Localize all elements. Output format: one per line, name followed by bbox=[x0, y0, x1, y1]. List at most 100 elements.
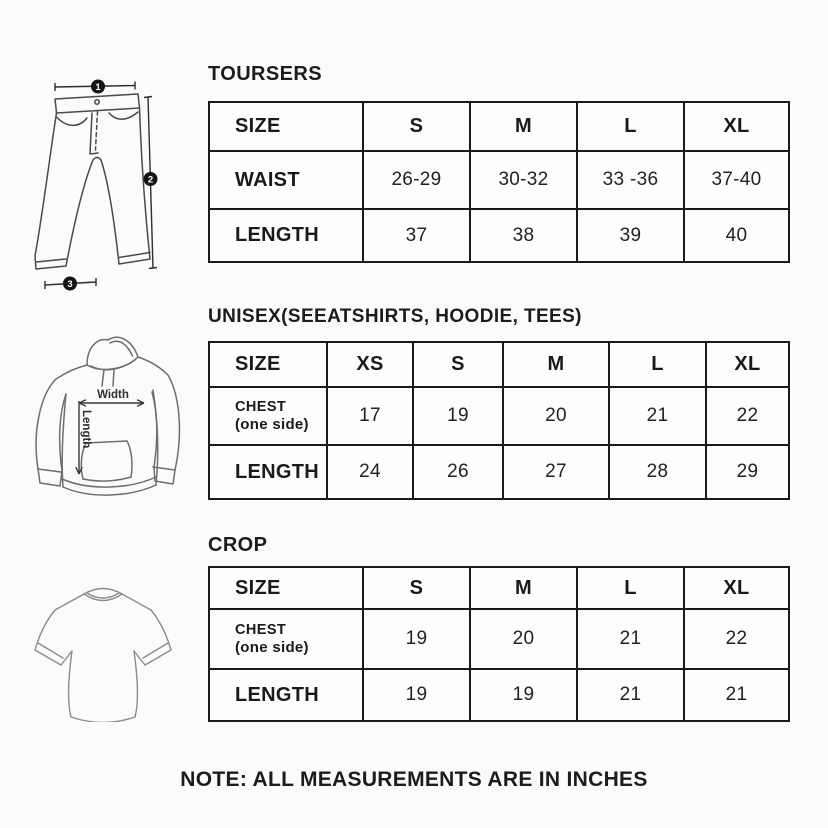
crop-length-row: LENGTH 19 19 21 21 bbox=[208, 668, 790, 722]
row-label-chest: CHEST (one side) bbox=[208, 608, 364, 670]
sleeve-left bbox=[35, 378, 67, 487]
value-cell: 19 bbox=[412, 386, 504, 446]
hoodie-drawing-icon: Width Length bbox=[35, 336, 181, 496]
width-dimension-label: Width bbox=[97, 389, 129, 401]
value-cell: 21 bbox=[576, 668, 685, 722]
length-dimension-arrow bbox=[75, 401, 83, 475]
hem-band-line bbox=[61, 476, 157, 488]
trousers-left-hem bbox=[35, 258, 67, 263]
body-left bbox=[67, 650, 73, 718]
header-cell-xl: XL bbox=[705, 341, 790, 388]
value-cell: 21 bbox=[608, 386, 707, 446]
header-cell-m: M bbox=[469, 566, 578, 610]
hood-right bbox=[107, 336, 139, 358]
trousers-drawing-icon: 1 2 3 bbox=[34, 79, 158, 291]
row-label-length: LENGTH bbox=[208, 668, 364, 722]
trousers-header-row: SIZE S M L XL bbox=[208, 101, 790, 152]
header-cell-s: S bbox=[362, 101, 471, 152]
collar-back bbox=[83, 587, 123, 595]
value-cell: 26-29 bbox=[362, 150, 471, 210]
body-bottom bbox=[62, 484, 157, 496]
header-cell-xs: XS bbox=[326, 341, 414, 388]
drawstring-left bbox=[101, 369, 105, 387]
unisex-chest-row: CHEST (one side) 17 19 20 21 22 bbox=[208, 386, 790, 446]
value-cell: 26 bbox=[412, 444, 504, 500]
measurements-note: NOTE: ALL MEASUREMENTS ARE IN INCHES bbox=[180, 768, 648, 791]
shoulder-left bbox=[54, 593, 85, 611]
trousers-waist-row: WAIST 26-29 30-32 33 -36 37-40 bbox=[208, 150, 790, 210]
value-cell: 24 bbox=[326, 444, 414, 500]
collar-inner bbox=[86, 592, 120, 599]
value-cell: 38 bbox=[469, 208, 578, 263]
value-cell: 19 bbox=[469, 668, 578, 722]
value-cell: 19 bbox=[362, 668, 471, 722]
hood-left bbox=[86, 338, 109, 366]
row-label-length: LENGTH bbox=[208, 208, 364, 263]
drawstring-right bbox=[112, 369, 115, 387]
hood-collar-inner bbox=[90, 359, 136, 371]
value-cell: 37-40 bbox=[683, 150, 790, 210]
unisex-size-table: SIZE XS S M L XL CHEST (one side) 17 19 … bbox=[208, 341, 790, 500]
sleeve-left bbox=[34, 609, 73, 666]
unisex-header-row: SIZE XS S M L XL bbox=[208, 341, 790, 388]
header-cell-s: S bbox=[412, 341, 504, 388]
value-cell: 27 bbox=[502, 444, 610, 500]
pocket-right bbox=[126, 440, 133, 478]
body-right bbox=[152, 389, 159, 486]
trousers-right-pocket bbox=[108, 111, 139, 120]
chest-label: CHEST bbox=[235, 398, 287, 415]
cuff-line-left bbox=[37, 468, 62, 473]
marker-3-label: 3 bbox=[67, 279, 72, 290]
header-cell-size: SIZE bbox=[208, 341, 328, 388]
pocket-left bbox=[80, 442, 87, 480]
sleeve-cuff-right bbox=[142, 642, 169, 659]
value-cell: 29 bbox=[705, 444, 790, 500]
width-dimension-arrow bbox=[78, 399, 145, 407]
trousers-outline bbox=[34, 107, 151, 270]
value-cell: 17 bbox=[326, 386, 414, 446]
chest-sublabel: (one side) bbox=[235, 415, 309, 433]
header-cell-xl: XL bbox=[683, 101, 790, 152]
header-cell-m: M bbox=[469, 101, 578, 152]
value-cell: 21 bbox=[683, 668, 790, 722]
crop-header-row: SIZE S M L XL bbox=[208, 566, 790, 610]
value-cell: 28 bbox=[608, 444, 707, 500]
header-cell-size: SIZE bbox=[208, 101, 364, 152]
trousers-left-pocket bbox=[55, 116, 88, 127]
trousers-size-table: SIZE S M L XL WAIST 26-29 30-32 33 -36 3… bbox=[208, 101, 790, 263]
value-cell: 20 bbox=[502, 386, 610, 446]
body-right bbox=[133, 650, 139, 718]
value-cell: 19 bbox=[362, 608, 471, 670]
marker-1-circle bbox=[91, 79, 105, 94]
hood-inner bbox=[109, 340, 134, 357]
trousers-fly-line bbox=[89, 112, 99, 155]
value-cell: 21 bbox=[576, 608, 685, 670]
crop-tee-drawing-icon bbox=[34, 587, 172, 722]
body-hem bbox=[70, 716, 136, 722]
value-cell: 30-32 bbox=[469, 150, 578, 210]
header-cell-xl: XL bbox=[683, 566, 790, 610]
header-cell-size: SIZE bbox=[208, 566, 364, 610]
row-label-chest: CHEST (one side) bbox=[208, 386, 328, 446]
crop-size-table: SIZE S M L XL CHEST (one side) 19 20 21 … bbox=[208, 566, 790, 722]
collar-front bbox=[83, 593, 123, 602]
shoulder-left bbox=[55, 364, 88, 380]
trousers-button-icon bbox=[94, 99, 100, 105]
marker-1-label: 1 bbox=[95, 82, 101, 93]
chest-label: CHEST bbox=[235, 621, 287, 638]
row-label-length: LENGTH bbox=[208, 444, 328, 500]
crop-section-title: CROP bbox=[208, 534, 268, 556]
header-cell-l: L bbox=[576, 101, 685, 152]
marker-2-circle bbox=[143, 172, 158, 186]
marker-2-label: 2 bbox=[148, 175, 153, 186]
value-cell: 22 bbox=[705, 386, 790, 446]
value-cell: 40 bbox=[683, 208, 790, 263]
chest-sublabel: (one side) bbox=[235, 638, 309, 656]
trousers-right-hem bbox=[118, 251, 151, 259]
row-label-waist: WAIST bbox=[208, 150, 364, 210]
shoulder-right bbox=[121, 593, 152, 611]
cuff-line-right bbox=[152, 466, 176, 471]
unisex-section-title: UNISEX(SEEATSHIRTS, HOODIE, TEES) bbox=[208, 306, 582, 327]
pocket-bottom bbox=[82, 476, 132, 482]
